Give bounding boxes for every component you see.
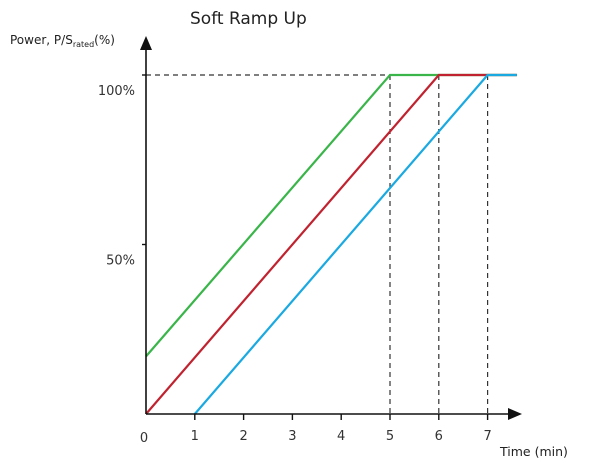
series-group (145, 73, 517, 415)
axes (140, 36, 522, 420)
y-axis-label: Power, P/Srated(%) (10, 33, 115, 49)
guide-lines (146, 74, 489, 414)
x-tick-label-6: 6 (435, 429, 443, 444)
y-tick-label-100: 100% (98, 84, 135, 99)
x-tick-label-1: 1 (191, 429, 199, 444)
x-tick-label-7: 7 (483, 429, 491, 444)
x-axis-arrow (508, 408, 522, 420)
chart-title: Soft Ramp Up (190, 9, 307, 29)
series-line-3 (193, 73, 517, 415)
ticks: 0 1 2 3 4 5 6 7 50% 100% (98, 74, 492, 446)
x-tick-label-5: 5 (386, 429, 394, 444)
x-tick-label-2: 2 (239, 429, 247, 444)
y-tick-label-50: 50% (106, 254, 135, 269)
x-axis-label: Time (min) (499, 444, 568, 459)
x-tick-label-3: 3 (288, 429, 296, 444)
y-axis-arrow (140, 36, 152, 50)
x-tick-label-4: 4 (337, 429, 345, 444)
x-tick-label-0: 0 (140, 431, 148, 446)
series-line-2 (145, 73, 517, 415)
series-line-1 (145, 73, 517, 358)
